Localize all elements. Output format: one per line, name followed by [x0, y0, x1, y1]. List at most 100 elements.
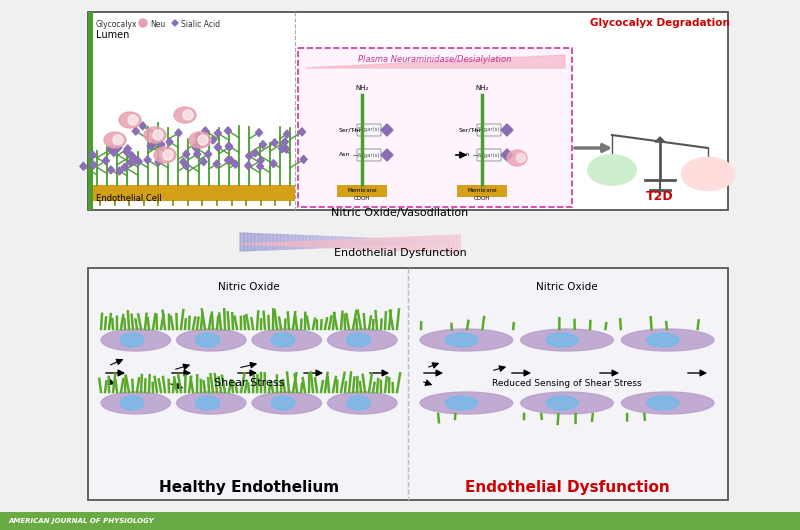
Polygon shape [266, 243, 270, 245]
Ellipse shape [177, 392, 246, 414]
Polygon shape [346, 237, 350, 246]
Polygon shape [246, 152, 253, 160]
Polygon shape [427, 241, 431, 243]
Polygon shape [339, 237, 343, 247]
Ellipse shape [420, 392, 513, 414]
Polygon shape [182, 162, 190, 170]
Ellipse shape [101, 392, 170, 414]
Ellipse shape [104, 132, 126, 148]
Text: Neu: Neu [150, 20, 166, 29]
Polygon shape [365, 238, 369, 246]
FancyBboxPatch shape [457, 185, 507, 197]
Ellipse shape [113, 135, 123, 145]
Polygon shape [280, 235, 285, 249]
Polygon shape [277, 234, 281, 250]
Polygon shape [354, 237, 358, 246]
Polygon shape [332, 240, 336, 248]
Polygon shape [394, 237, 398, 250]
Polygon shape [252, 149, 258, 157]
Polygon shape [361, 239, 365, 249]
Ellipse shape [622, 392, 714, 414]
Polygon shape [115, 144, 122, 152]
Polygon shape [368, 238, 373, 249]
Polygon shape [247, 233, 251, 251]
Polygon shape [214, 143, 222, 151]
Ellipse shape [588, 155, 636, 185]
Polygon shape [306, 236, 310, 248]
Polygon shape [427, 236, 431, 252]
Polygon shape [381, 124, 393, 136]
Text: Lumen: Lumen [96, 30, 130, 40]
Polygon shape [262, 243, 266, 245]
Polygon shape [155, 158, 162, 166]
Text: Healthy Endothelium: Healthy Endothelium [159, 480, 339, 495]
FancyBboxPatch shape [88, 268, 728, 500]
Ellipse shape [120, 396, 144, 410]
Polygon shape [381, 149, 393, 161]
Polygon shape [332, 237, 336, 248]
Polygon shape [144, 156, 151, 164]
Text: Biosynthesis: Biosynthesis [588, 163, 636, 172]
Polygon shape [354, 239, 358, 249]
Polygon shape [277, 243, 281, 245]
Ellipse shape [546, 396, 578, 410]
Polygon shape [284, 235, 288, 249]
Polygon shape [438, 241, 442, 243]
FancyBboxPatch shape [337, 185, 387, 197]
Text: Asn: Asn [459, 153, 470, 157]
Ellipse shape [163, 150, 173, 160]
Polygon shape [90, 151, 96, 159]
Polygon shape [291, 242, 295, 246]
FancyBboxPatch shape [298, 48, 572, 207]
Polygon shape [282, 145, 290, 153]
Polygon shape [240, 233, 244, 251]
Ellipse shape [271, 333, 295, 347]
Polygon shape [376, 238, 380, 245]
Polygon shape [376, 238, 380, 250]
Ellipse shape [517, 154, 526, 163]
Polygon shape [346, 240, 350, 249]
Polygon shape [214, 160, 220, 168]
Polygon shape [257, 162, 263, 171]
Ellipse shape [521, 392, 614, 414]
Polygon shape [254, 234, 259, 250]
Text: Nitric Oxide: Nitric Oxide [536, 282, 598, 292]
Polygon shape [420, 236, 424, 251]
Text: NH₂: NH₂ [355, 85, 369, 91]
Text: Sugar(s): Sugar(s) [478, 128, 500, 132]
Text: Endothelial Cell: Endothelial Cell [96, 194, 162, 203]
Polygon shape [122, 163, 128, 171]
Polygon shape [283, 130, 290, 138]
Polygon shape [434, 241, 438, 243]
Polygon shape [226, 143, 233, 151]
Ellipse shape [546, 333, 578, 347]
Polygon shape [501, 124, 513, 136]
Polygon shape [358, 238, 362, 246]
Polygon shape [501, 149, 513, 161]
Ellipse shape [144, 127, 166, 143]
Ellipse shape [507, 150, 527, 166]
Polygon shape [379, 238, 383, 245]
Polygon shape [335, 237, 339, 247]
Polygon shape [175, 129, 182, 137]
FancyBboxPatch shape [88, 12, 93, 210]
Text: T2D: T2D [646, 190, 674, 203]
Polygon shape [317, 236, 321, 248]
Polygon shape [270, 160, 277, 167]
Polygon shape [288, 242, 292, 246]
Polygon shape [205, 150, 212, 158]
Polygon shape [194, 150, 201, 158]
Polygon shape [402, 237, 406, 251]
Polygon shape [80, 162, 87, 170]
Polygon shape [107, 166, 114, 174]
Polygon shape [195, 132, 202, 140]
Ellipse shape [327, 392, 397, 414]
Polygon shape [317, 241, 321, 247]
Text: Sialic Acid: Sialic Acid [181, 20, 220, 29]
Polygon shape [398, 237, 402, 251]
Polygon shape [372, 238, 376, 245]
Ellipse shape [183, 110, 193, 120]
Text: Shear Stress: Shear Stress [214, 378, 284, 388]
Text: COOH: COOH [354, 196, 370, 201]
Polygon shape [321, 241, 325, 248]
